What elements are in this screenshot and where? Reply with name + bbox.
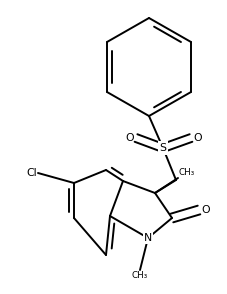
- Text: CH₃: CH₃: [178, 168, 194, 177]
- Text: CH₃: CH₃: [131, 271, 148, 280]
- Text: S: S: [159, 143, 166, 153]
- Text: O: O: [192, 133, 201, 143]
- Text: O: O: [125, 133, 133, 143]
- Text: N: N: [143, 233, 151, 243]
- Text: Cl: Cl: [26, 168, 37, 178]
- Text: O: O: [200, 205, 209, 215]
